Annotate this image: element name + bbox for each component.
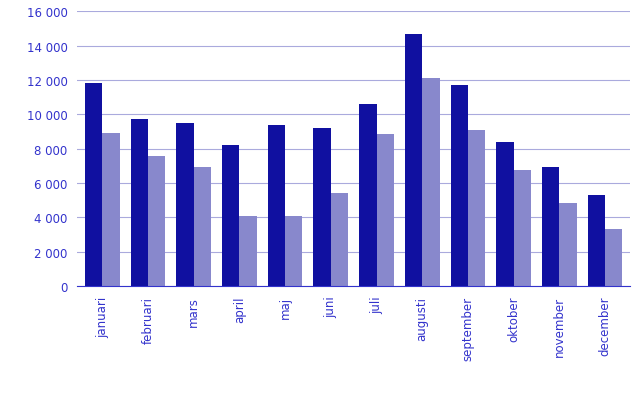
- Bar: [422, 79, 440, 286]
- Bar: [605, 230, 622, 286]
- Bar: [588, 196, 605, 286]
- Bar: [559, 203, 577, 286]
- Bar: [102, 134, 120, 286]
- Bar: [85, 84, 102, 286]
- Bar: [451, 86, 468, 286]
- Bar: [377, 135, 394, 286]
- Bar: [131, 120, 148, 286]
- Bar: [331, 194, 348, 286]
- Bar: [359, 105, 377, 286]
- Bar: [194, 167, 211, 286]
- Bar: [148, 156, 165, 286]
- Bar: [468, 130, 485, 286]
- Bar: [176, 124, 194, 286]
- Bar: [514, 171, 531, 286]
- Bar: [222, 146, 239, 286]
- Legend: 2019, 2020: 2019, 2020: [294, 408, 413, 409]
- Bar: [239, 217, 257, 286]
- Bar: [285, 217, 302, 286]
- Bar: [405, 34, 422, 286]
- Bar: [313, 129, 331, 286]
- Bar: [496, 142, 514, 286]
- Bar: [267, 126, 285, 286]
- Bar: [542, 167, 559, 286]
